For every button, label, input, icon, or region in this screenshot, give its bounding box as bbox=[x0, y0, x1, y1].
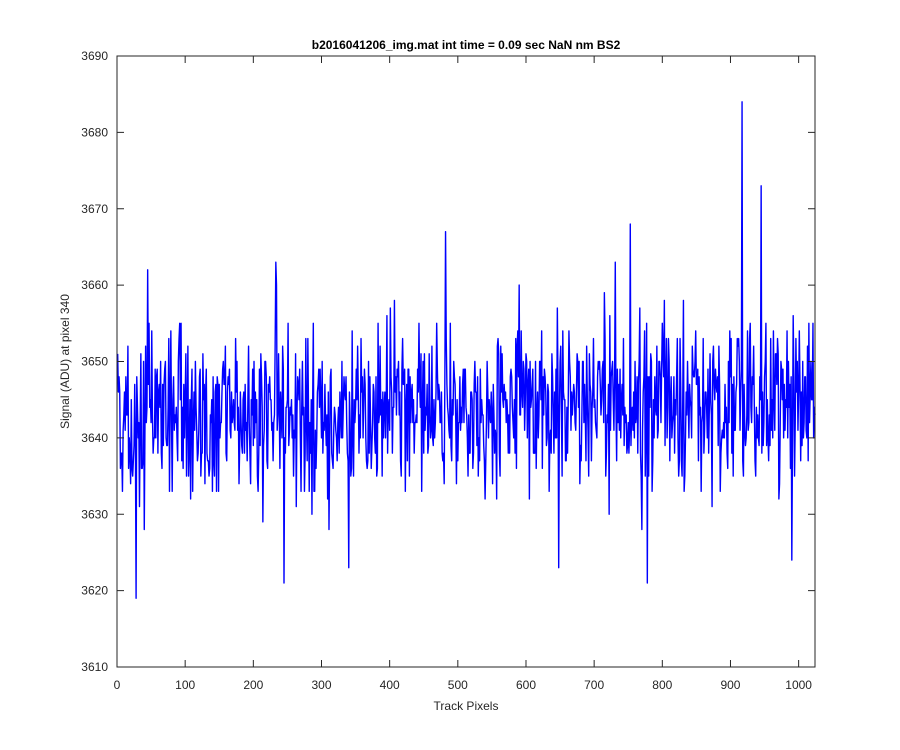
series-line bbox=[116, 101, 816, 599]
y-axis-ticks: 3610 3620 3630 3640 3650 3660 3670 3680 3690 bbox=[81, 49, 815, 674]
chart-title: b2016041206_img.mat int time = 0.09 sec … bbox=[312, 38, 621, 52]
x-tick-label: 100 bbox=[175, 678, 195, 692]
x-axis-label: Track Pixels bbox=[434, 699, 499, 713]
y-tick-label: 3680 bbox=[81, 125, 108, 139]
y-tick-label: 3620 bbox=[81, 584, 108, 598]
x-axis-ticks: 0 100 200 300 400 500 600 700 800 900 1000 bbox=[114, 56, 812, 692]
x-tick-label: 500 bbox=[448, 678, 468, 692]
y-tick-label: 3630 bbox=[81, 507, 108, 521]
x-tick-label: 700 bbox=[584, 678, 604, 692]
series-layer bbox=[116, 101, 816, 599]
x-tick-label: 900 bbox=[720, 678, 740, 692]
x-tick-label: 400 bbox=[380, 678, 400, 692]
y-tick-label: 3690 bbox=[81, 49, 108, 63]
plot-area bbox=[117, 56, 815, 667]
x-tick-label: 1000 bbox=[785, 678, 812, 692]
y-tick-label: 3650 bbox=[81, 355, 108, 369]
y-tick-label: 3640 bbox=[81, 431, 108, 445]
y-tick-label: 3670 bbox=[81, 202, 108, 216]
x-tick-label: 300 bbox=[311, 678, 331, 692]
x-tick-label: 200 bbox=[243, 678, 263, 692]
x-tick-label: 800 bbox=[652, 678, 672, 692]
y-tick-label: 3610 bbox=[81, 660, 108, 674]
x-tick-label: 600 bbox=[516, 678, 536, 692]
y-axis-label: Signal (ADU) at pixel 340 bbox=[58, 294, 72, 429]
x-tick-label: 0 bbox=[114, 678, 121, 692]
y-tick-label: 3660 bbox=[81, 278, 108, 292]
